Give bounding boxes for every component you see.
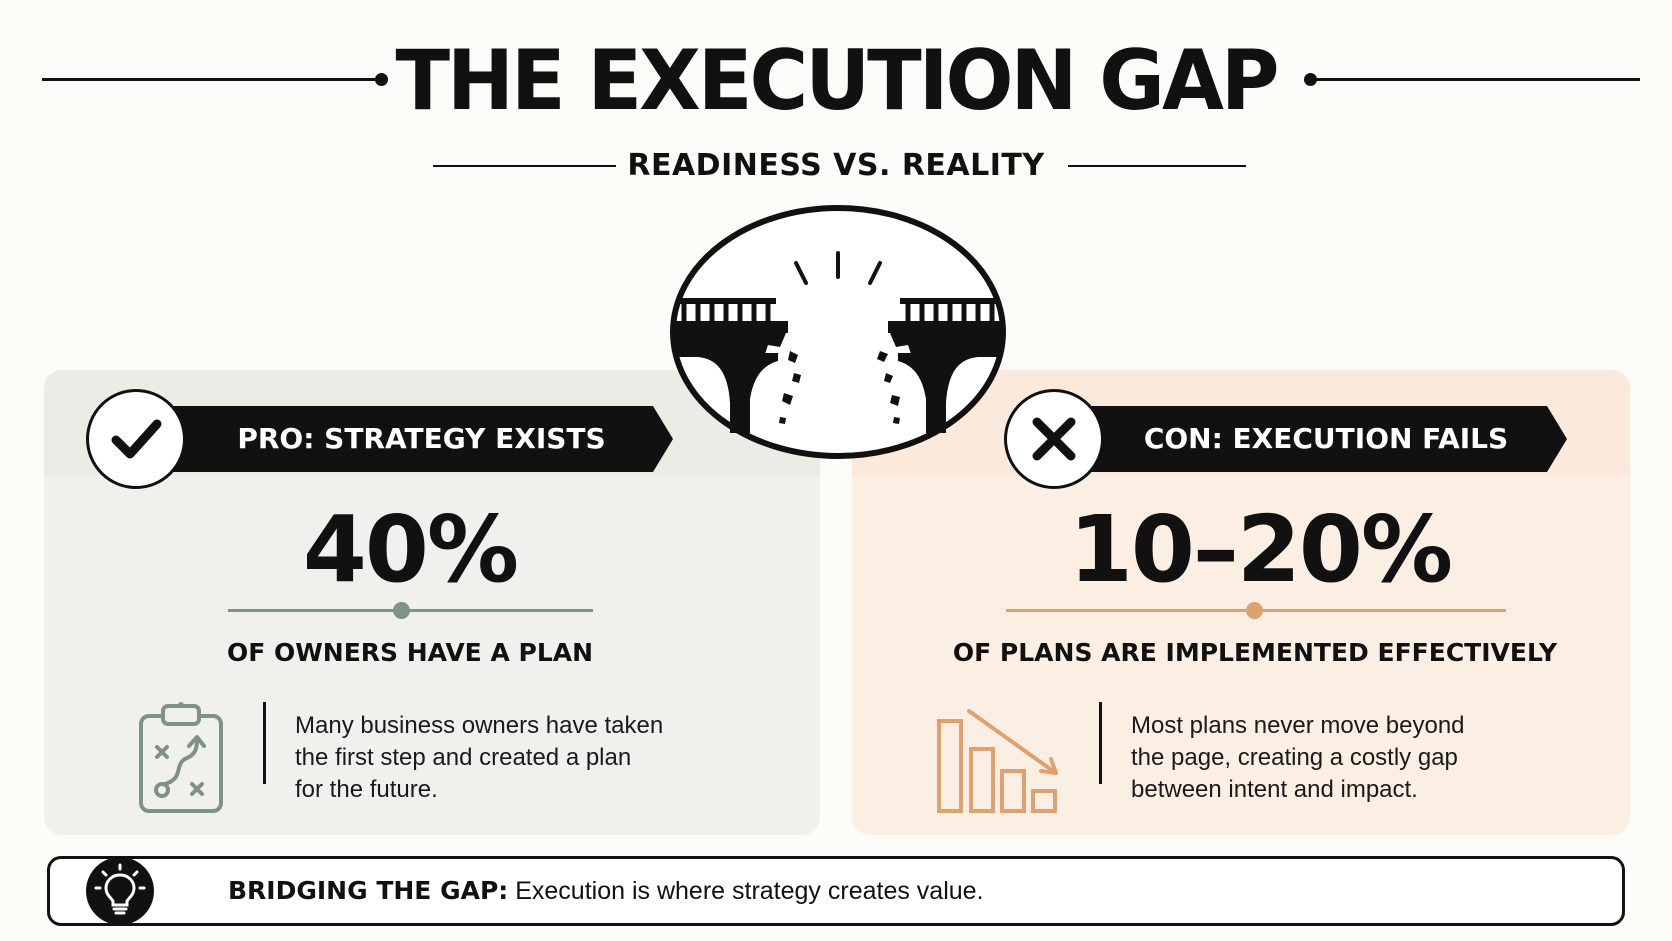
pro-description: Many business owners have taken the firs… <box>295 710 735 806</box>
con-banner: CON: EXECUTION FAILS <box>1065 406 1567 472</box>
footer-message: BRIDGING THE GAP: Execution is where str… <box>228 874 984 908</box>
close-icon <box>1032 417 1076 461</box>
footer-label: BRIDGING THE GAP: <box>228 876 509 905</box>
pro-caption: OF OWNERS HAVE A PLAN <box>226 638 594 667</box>
pro-description-line: Many business owners have taken <box>295 712 664 739</box>
checkmark-icon <box>111 419 162 459</box>
pro-banner: PRO: STRATEGY EXISTS <box>150 406 673 472</box>
con-description: Most plans never move beyond the page, c… <box>1131 710 1571 806</box>
con-banner-label: CON: EXECUTION FAILS <box>1143 422 1509 455</box>
subtitle-row: READINESS VS. REALITY <box>0 146 1672 186</box>
title-row: THE EXECUTION GAP <box>0 32 1672 129</box>
footer-text: Execution is where strategy creates valu… <box>508 877 984 905</box>
pro-check-badge <box>86 389 186 489</box>
con-caption: OF PLANS ARE IMPLEMENTED EFFECTIVELY <box>952 638 1558 667</box>
pro-description-divider <box>263 702 266 784</box>
con-stat: 10–20% <box>1068 496 1453 603</box>
pro-stat: 40% <box>302 496 519 603</box>
clipboard-strategy-icon <box>139 702 223 813</box>
pro-description-line: the first step and created a plan <box>295 744 632 771</box>
pro-description-line: for the future. <box>295 776 438 803</box>
title-rule-left <box>42 73 388 86</box>
con-divider <box>1006 602 1506 619</box>
pro-banner-label: PRO: STRATEGY EXISTS <box>237 422 606 455</box>
broken-bridge-icon <box>670 205 1006 459</box>
bridging-the-gap-banner <box>47 856 1625 926</box>
title-rule-right <box>1304 73 1640 86</box>
page-title: THE EXECUTION GAP <box>395 32 1279 129</box>
con-description-line: the page, creating a costly gap <box>1131 744 1458 771</box>
subtitle-rule-right <box>1068 165 1246 167</box>
con-description-divider <box>1099 702 1102 784</box>
pro-divider <box>228 602 593 619</box>
lightbulb-badge <box>86 857 154 925</box>
declining-bar-chart-icon <box>937 709 1058 813</box>
con-x-badge <box>1004 389 1104 489</box>
con-description-line: Most plans never move beyond <box>1131 712 1465 739</box>
lightbulb-icon <box>94 863 146 915</box>
subtitle-rule-left <box>433 165 616 167</box>
con-description-line: between intent and impact. <box>1131 776 1418 803</box>
page-subtitle: READINESS VS. REALITY <box>627 148 1045 183</box>
